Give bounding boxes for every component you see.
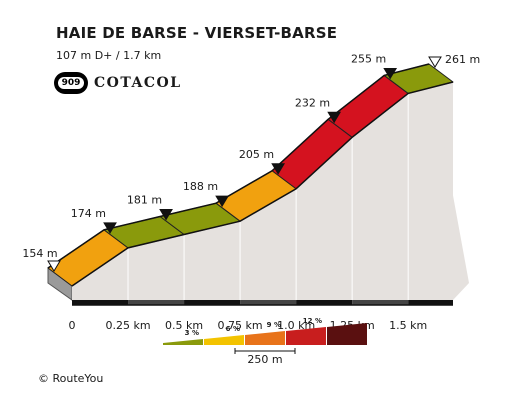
profile-side-faces (47, 64, 469, 306)
elevation-label: 261 m (445, 53, 480, 66)
x-tick-label: 1.5 km (389, 319, 427, 332)
legend-label: 9 % (267, 321, 281, 329)
elevation-marker (271, 163, 286, 175)
base-segment (352, 300, 409, 305)
base-segment (128, 300, 185, 305)
elevation-label: 154 m (22, 247, 57, 260)
x-tick-label: 0.25 km (105, 319, 150, 332)
legend-swatch (286, 327, 326, 345)
x-tick-label: 1.0 km (277, 319, 315, 332)
legend-label: 3 % (185, 329, 199, 337)
profile-front-face (72, 82, 453, 300)
chart-subtitle: 107 m D+ / 1.7 km (56, 49, 162, 62)
chart-title: HAIE DE BARSE - VIERSET-BARSE (56, 24, 338, 42)
base-segment (240, 300, 297, 305)
x-tick-labels: 00.25 km0.5 km0.75 km1.0 km1.25 km1.5 km (69, 319, 428, 332)
badge-number: 909 (57, 77, 85, 89)
legend-label: 12 % (303, 317, 322, 325)
base-segment (296, 300, 353, 305)
gradient-legend: 3 % 6 % 9 % 12 % 250 m (163, 317, 367, 366)
legend-swatch (204, 335, 244, 345)
x-tick-label: 0.5 km (165, 319, 203, 332)
cotacol-logo: 909 COTACOL (54, 72, 182, 94)
base-segment (184, 300, 241, 305)
elevation-marker (327, 111, 342, 124)
base-segment (72, 300, 129, 305)
copyright-text: © RouteYou (38, 372, 104, 385)
elevation-label: 188 m (183, 180, 218, 193)
elevation-label: 232 m (295, 96, 330, 109)
x-tick-label: 0 (69, 319, 76, 332)
profile-right-face (429, 64, 469, 300)
elevation-label: 174 m (71, 207, 106, 220)
base-segment (408, 300, 453, 305)
brand-name: COTACOL (94, 75, 182, 91)
legend-swatch (245, 331, 285, 345)
profile-front-edge (71, 81, 454, 287)
elevation-label: 205 m (239, 148, 274, 161)
elevation-marker (103, 222, 117, 234)
elevation-marker (159, 209, 173, 221)
elevation-label: 255 m (351, 52, 386, 65)
elevation-marker-hollow (47, 260, 61, 272)
elevation-marker (215, 195, 229, 208)
x-tick-label: 0.75 km (218, 319, 263, 332)
cotacol-badge: 909 (54, 72, 88, 94)
scale-label: 250 m (247, 353, 282, 366)
elevation-marker (383, 67, 398, 80)
elevation-label: 181 m (127, 194, 162, 207)
elevation-marker-hollow (428, 56, 442, 68)
elevation-markers: 154 m 174 m 181 m 188 m 205 m 232 m 255 m 261 m (22, 52, 480, 272)
legend-swatch (163, 339, 203, 345)
legend-label: 6 % (226, 325, 240, 333)
legend-swatch (327, 323, 367, 345)
profile-top-segments (47, 63, 454, 287)
